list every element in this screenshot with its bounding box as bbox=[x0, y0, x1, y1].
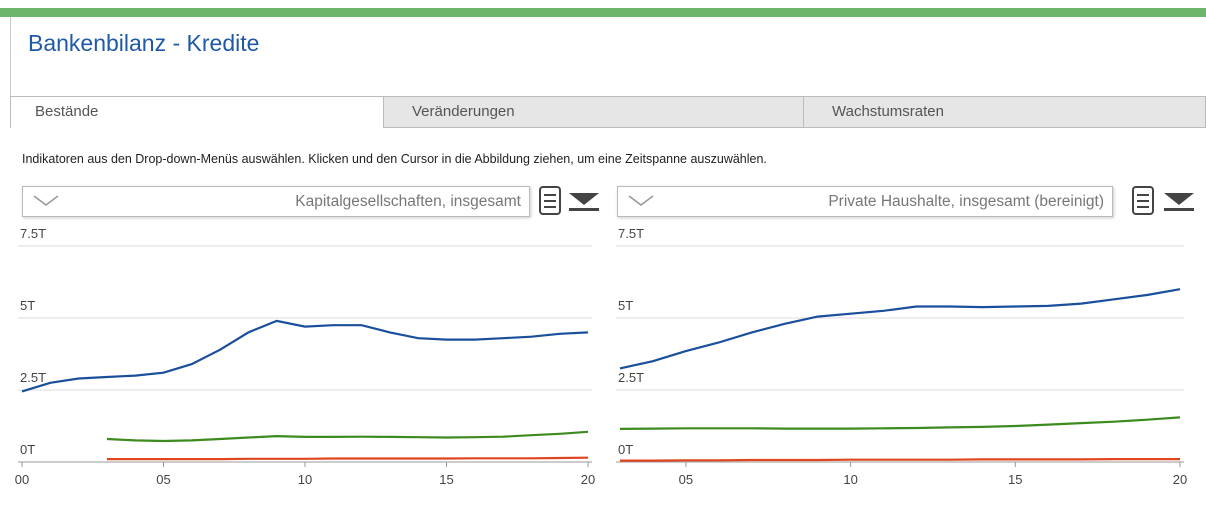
download-icon[interactable] bbox=[1164, 193, 1194, 211]
doc-icon[interactable] bbox=[539, 186, 561, 215]
y-tick-label: 0T bbox=[618, 442, 633, 457]
dropdown[interactable]: Private Haushalte, insgesamt (bereinigt) bbox=[617, 186, 1113, 217]
y-tick-label: 5T bbox=[20, 298, 35, 313]
top-bar bbox=[0, 8, 1206, 17]
tab[interactable]: Wachstumsraten bbox=[803, 96, 1206, 128]
x-tick-label: 15 bbox=[439, 472, 453, 487]
dropdown[interactable]: Kapitalgesellschaften, insgesamt bbox=[22, 186, 530, 217]
tab[interactable]: Bestände bbox=[10, 96, 384, 128]
x-tick-label: 10 bbox=[843, 472, 857, 487]
series-line bbox=[21, 319, 589, 393]
x-tick-label: 20 bbox=[1173, 472, 1187, 487]
instruction: Indikatoren aus den Drop-down-Menüs ausw… bbox=[22, 152, 767, 166]
series-line bbox=[619, 288, 1181, 370]
y-tick-label: 7.5T bbox=[20, 226, 46, 241]
dropdown-chevrons bbox=[33, 195, 654, 206]
x-tick-label: 15 bbox=[1008, 472, 1022, 487]
x-tick-label: 05 bbox=[679, 472, 693, 487]
series-line bbox=[106, 430, 589, 443]
download-icon[interactable] bbox=[569, 193, 599, 211]
series-line bbox=[620, 458, 1180, 462]
y-tick-label: 5T bbox=[618, 298, 633, 313]
y-tick-label: 2.5T bbox=[20, 370, 46, 385]
y-tick-label: 2.5T bbox=[618, 370, 644, 385]
y-tick-label: 7.5T bbox=[618, 226, 644, 241]
x-tick-label: 00 bbox=[15, 472, 29, 487]
y-tick-label: 0T bbox=[20, 442, 35, 457]
series-line bbox=[619, 416, 1181, 430]
x-tick-label: 05 bbox=[156, 472, 170, 487]
tab[interactable]: Veränderungen bbox=[383, 96, 804, 128]
x-tick-label: 10 bbox=[298, 472, 312, 487]
doc-icon[interactable] bbox=[1132, 186, 1154, 215]
header-frame bbox=[10, 17, 1206, 96]
page-title: Bankenbilanz - Kredite bbox=[28, 30, 260, 56]
x-tick-label: 20 bbox=[581, 472, 595, 487]
series-line bbox=[106, 456, 589, 461]
